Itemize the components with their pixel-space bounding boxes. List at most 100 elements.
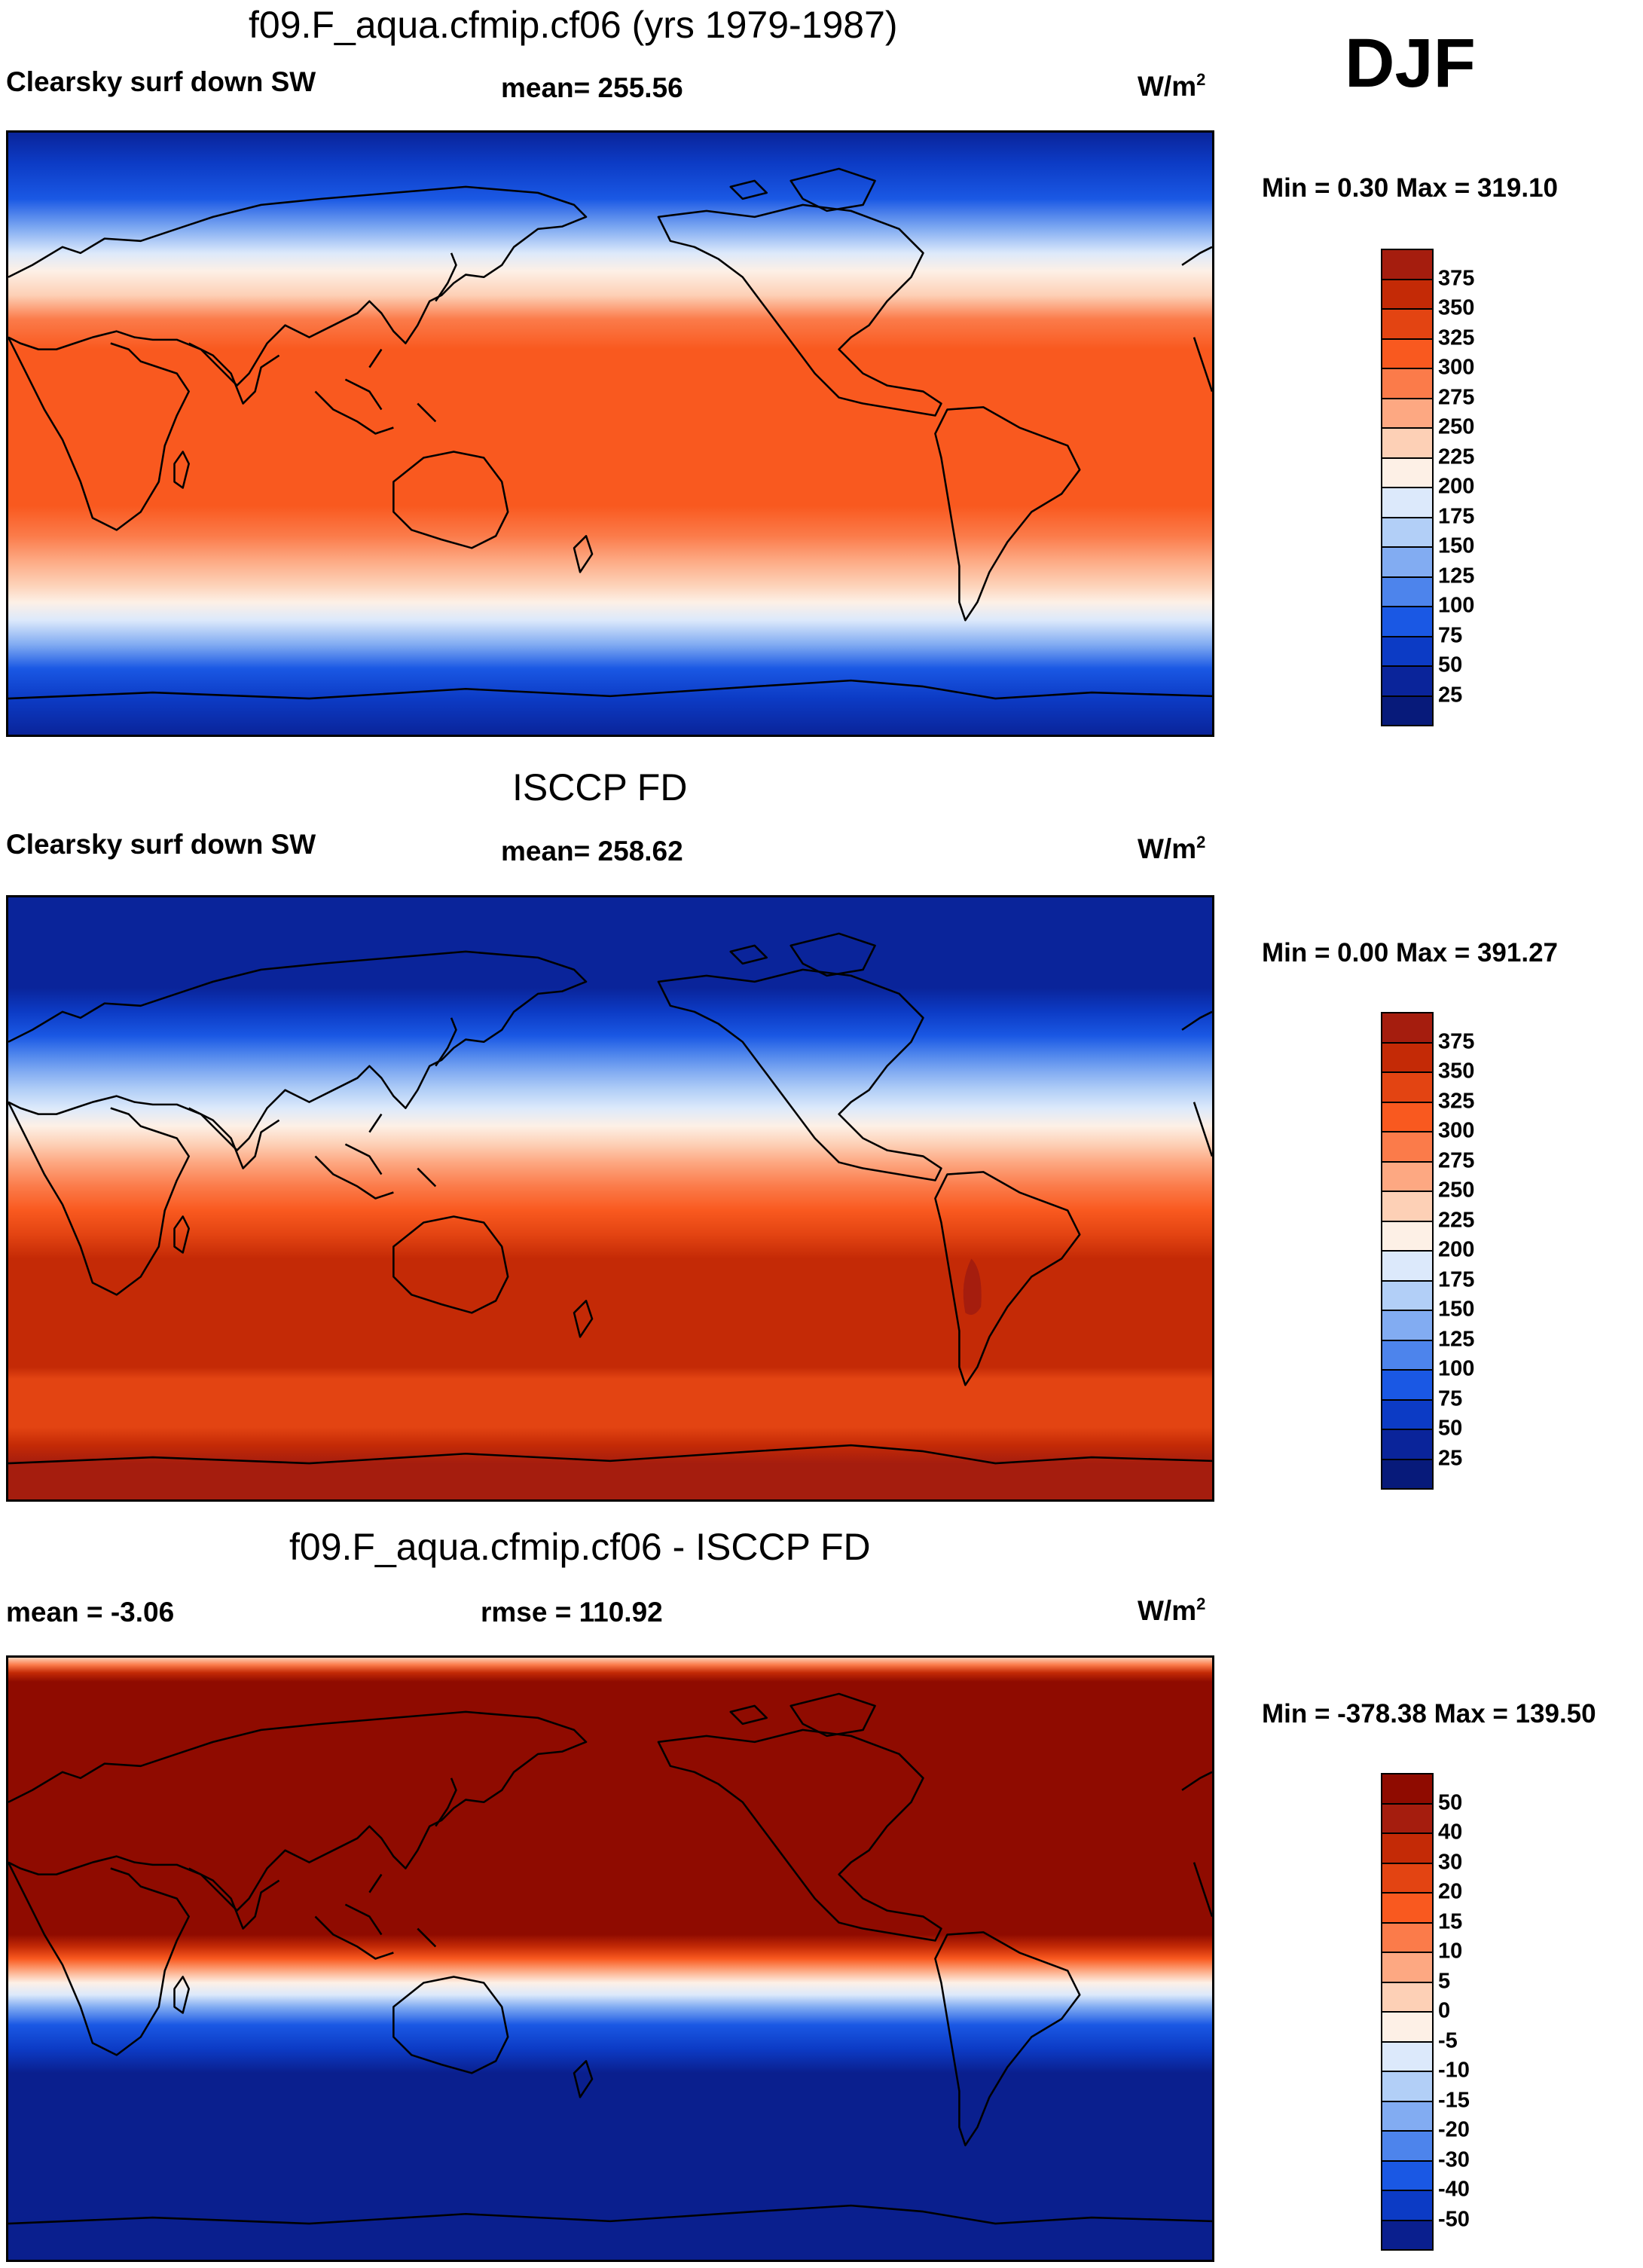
panel2-map bbox=[6, 895, 1214, 1502]
colorbar-tick-label: -20 bbox=[1438, 2117, 1470, 2142]
colorbar-swatch bbox=[1381, 368, 1434, 399]
colorbar-tick-label: 100 bbox=[1438, 593, 1475, 618]
panel3-map bbox=[6, 1655, 1214, 2262]
colorbar-tick-label: 20 bbox=[1438, 1879, 1463, 1904]
colorbar-tick-label: 125 bbox=[1438, 1327, 1475, 1351]
colorbar-swatch bbox=[1381, 1131, 1434, 1163]
colorbar-tick-label: 50 bbox=[1438, 653, 1463, 677]
colorbar-swatch bbox=[1381, 427, 1434, 459]
colorbar-tick-label: 350 bbox=[1438, 1059, 1475, 1084]
colorbar-tick-label: 40 bbox=[1438, 1820, 1463, 1845]
colorbar-tick-label: 300 bbox=[1438, 1118, 1475, 1143]
colorbar-swatch bbox=[1381, 2100, 1434, 2132]
panel1-map-svg bbox=[8, 133, 1212, 735]
colorbar-tick-label: 200 bbox=[1438, 1237, 1475, 1262]
panel1-variable-label: Clearsky surf down SW bbox=[6, 66, 316, 97]
panel2-variable-label: Clearsky surf down SW bbox=[6, 829, 316, 860]
panel3-unit: W/m2 bbox=[1138, 1594, 1206, 1626]
colorbar-swatch bbox=[1381, 606, 1434, 637]
panel2-field bbox=[8, 897, 1212, 1499]
panel1-map bbox=[6, 130, 1214, 737]
colorbar-tick-label: -40 bbox=[1438, 2177, 1470, 2202]
colorbar-tick-label: 175 bbox=[1438, 1267, 1475, 1291]
colorbar-swatch bbox=[1381, 1191, 1434, 1222]
colorbar-tick-label: 225 bbox=[1438, 1208, 1475, 1232]
colorbar-swatch bbox=[1381, 2071, 1434, 2102]
colorbar-swatch bbox=[1381, 2130, 1434, 2162]
colorbar-tick-label: -15 bbox=[1438, 2088, 1470, 2112]
colorbar-swatch bbox=[1381, 338, 1434, 369]
colorbar-swatch bbox=[1381, 1071, 1434, 1103]
colorbar-tick-label: 350 bbox=[1438, 295, 1475, 320]
colorbar-tick-label: 100 bbox=[1438, 1356, 1475, 1381]
colorbar-tick-label: 30 bbox=[1438, 1850, 1463, 1874]
colorbar-tick-label: 5 bbox=[1438, 1969, 1451, 1993]
colorbar-tick-label: 25 bbox=[1438, 683, 1463, 707]
colorbar-tick-label: 300 bbox=[1438, 355, 1475, 380]
colorbar-tick-label: 15 bbox=[1438, 1909, 1463, 1933]
colorbar-tick-label: 125 bbox=[1438, 564, 1475, 588]
colorbar-swatch bbox=[1381, 1773, 1434, 1805]
colorbar-tick-label: -50 bbox=[1438, 2207, 1470, 2231]
panel3-rmse-label: rmse = 110.92 bbox=[481, 1597, 663, 1628]
colorbar-swatch bbox=[1381, 2159, 1434, 2191]
colorbar-swatch bbox=[1381, 278, 1434, 310]
colorbar-swatch bbox=[1381, 635, 1434, 667]
colorbar-swatch bbox=[1381, 1310, 1434, 1341]
colorbar-tick-label: 325 bbox=[1438, 1089, 1475, 1113]
colorbar-swatch bbox=[1381, 1952, 1434, 1983]
panel3-field bbox=[8, 1658, 1212, 2260]
colorbar-swatch bbox=[1381, 457, 1434, 488]
colorbar-swatch bbox=[1381, 516, 1434, 548]
colorbar-swatch bbox=[1381, 1429, 1434, 1460]
colorbar-tick-label: 325 bbox=[1438, 326, 1475, 350]
panel3-mean-label: mean = -3.06 bbox=[6, 1597, 175, 1628]
panel1-mean-label: mean= 255.56 bbox=[501, 72, 683, 103]
panel1-field bbox=[8, 133, 1212, 735]
colorbar-tick-label: 25 bbox=[1438, 1446, 1463, 1470]
colorbar-swatch bbox=[1381, 1398, 1434, 1430]
colorbar-tick-label: 150 bbox=[1438, 533, 1475, 558]
colorbar-tick-label: 375 bbox=[1438, 266, 1475, 290]
colorbar-tick-label: 10 bbox=[1438, 1939, 1463, 1964]
colorbar-swatch bbox=[1381, 1832, 1434, 1864]
colorbar-tick-label: 225 bbox=[1438, 445, 1475, 469]
colorbar-swatch bbox=[1381, 1892, 1434, 1924]
colorbar-tick-label: -30 bbox=[1438, 2147, 1470, 2172]
colorbar-swatch bbox=[1381, 1802, 1434, 1834]
colorbar-swatch bbox=[1381, 2011, 1434, 2043]
colorbar-tick-label: 50 bbox=[1438, 1416, 1463, 1441]
panel2-title: ISCCP FD bbox=[512, 766, 688, 808]
colorbar-tick-label: 275 bbox=[1438, 1148, 1475, 1172]
colorbar-swatch bbox=[1381, 546, 1434, 578]
colorbar-swatch bbox=[1381, 1101, 1434, 1132]
colorbar-swatch bbox=[1381, 665, 1434, 697]
colorbar-tick-label: 75 bbox=[1438, 1386, 1463, 1411]
panel1-minmax: Min = 0.30 Max = 319.10 bbox=[1262, 173, 1559, 203]
colorbar-swatch bbox=[1381, 308, 1434, 340]
colorbar-swatch bbox=[1381, 576, 1434, 607]
panel2-minmax: Min = 0.00 Max = 391.27 bbox=[1262, 938, 1559, 967]
panel3-colorbar: 50 40 30 20 15 10 5 0 -5 -10 -15 -20 -30 -40 -50 bbox=[1381, 1773, 1470, 2251]
panel3-title: f09.F_aqua.cfmip.cf06 - ISCCP FD bbox=[289, 1526, 871, 1568]
colorbar-tick-label: 150 bbox=[1438, 1297, 1475, 1322]
colorbar-swatch bbox=[1381, 1220, 1434, 1252]
panel3-map-svg bbox=[8, 1658, 1212, 2260]
colorbar-swatch bbox=[1381, 1041, 1434, 1073]
colorbar-tick-label: 0 bbox=[1438, 1998, 1451, 2023]
colorbar-swatch bbox=[1381, 1012, 1434, 1044]
colorbar-swatch bbox=[1381, 1160, 1434, 1192]
colorbar-swatch bbox=[1381, 1279, 1434, 1311]
colorbar-tick-label: 200 bbox=[1438, 474, 1475, 499]
colorbar-tick-label: 375 bbox=[1438, 1029, 1475, 1053]
panel1-title: f09.F_aqua.cfmip.cf06 (yrs 1979-1987) bbox=[249, 4, 898, 46]
colorbar-swatch bbox=[1381, 397, 1434, 429]
colorbar-swatch bbox=[1381, 1339, 1434, 1371]
colorbar-swatch bbox=[1381, 2040, 1434, 2072]
season-label: DJF bbox=[1345, 25, 1476, 102]
panel2-andes-patch bbox=[963, 1258, 982, 1315]
colorbar-swatch bbox=[1381, 1981, 1434, 2013]
panel2-map-svg bbox=[8, 897, 1212, 1499]
panel1-colorbar: 375 350 325 300 275 250 225 200 175 150 125 100 75 50… bbox=[1381, 249, 1474, 726]
panel1-unit: W/m2 bbox=[1138, 70, 1206, 102]
